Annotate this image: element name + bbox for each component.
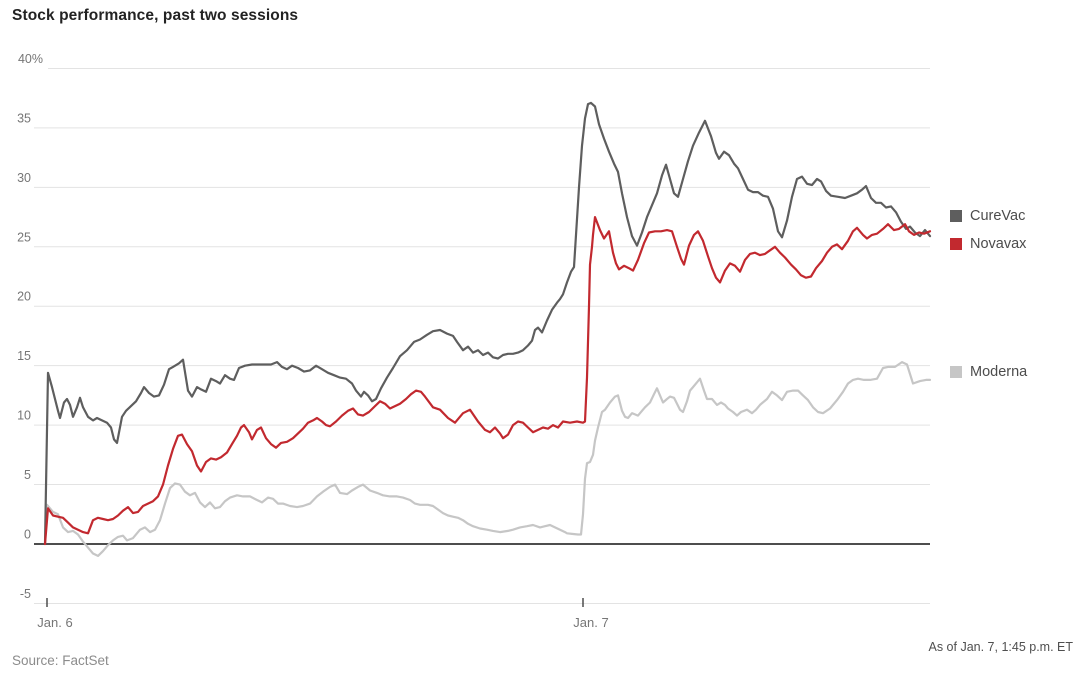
legend-label-curevac: CureVac: [970, 208, 1026, 224]
x-axis-label: Jan. 7: [573, 615, 608, 630]
legend-item-curevac: CureVac: [950, 208, 1025, 224]
y-axis-label: 15: [17, 349, 31, 363]
x-axis-label: Jan. 6: [37, 615, 72, 630]
as-of-note: As of Jan. 7, 1:45 p.m. ET: [928, 640, 1073, 654]
y-axis-label: 35: [17, 111, 31, 125]
legend-label-moderna: Moderna: [970, 364, 1028, 380]
series-line-moderna: [43, 361, 932, 558]
series-line-curevac: [43, 101, 932, 546]
y-axis-label: 5: [24, 468, 31, 482]
curevac-swatch-icon: [950, 210, 962, 222]
moderna-swatch-icon: [950, 366, 962, 378]
y-axis-label: 30: [17, 171, 31, 185]
y-axis-label: 20: [17, 290, 31, 304]
novavax-swatch-icon: [950, 238, 962, 250]
y-axis-label: -5: [20, 587, 31, 601]
y-axis-label: 0: [24, 528, 31, 542]
y-axis-label: 25: [17, 230, 31, 244]
source-note: Source: FactSet: [12, 653, 109, 668]
legend-item-moderna: Moderna: [950, 364, 1027, 380]
series-line-novavax: [43, 216, 932, 546]
y-axis-label: 10: [17, 409, 31, 423]
legend-item-novavax: Novavax: [950, 236, 1026, 252]
y-axis-label: 40%: [18, 52, 43, 66]
legend-label-novavax: Novavax: [970, 236, 1027, 252]
chart-title: Stock performance, past two sessions: [12, 7, 299, 24]
